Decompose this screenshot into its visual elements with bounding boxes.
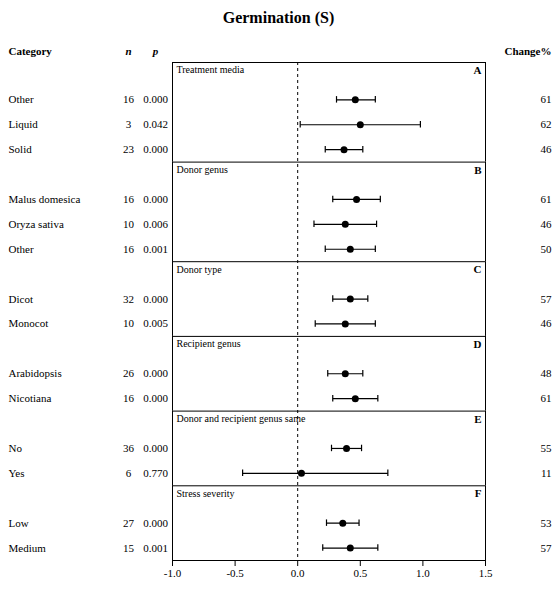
svg-text:0.006: 0.006 (143, 218, 168, 230)
svg-text:10: 10 (123, 317, 135, 329)
svg-text:0.000: 0.000 (143, 517, 168, 529)
svg-text:Donor genus: Donor genus (177, 164, 228, 175)
svg-text:D: D (474, 338, 482, 350)
svg-text:62: 62 (541, 118, 552, 130)
svg-text:0.001: 0.001 (143, 542, 168, 554)
svg-text:p: p (152, 45, 159, 57)
svg-text:57: 57 (541, 293, 553, 305)
svg-text:Arabidopsis: Arabidopsis (9, 367, 62, 379)
svg-text:0.005: 0.005 (143, 317, 168, 329)
svg-text:0.000: 0.000 (143, 392, 168, 404)
svg-text:61: 61 (541, 193, 552, 205)
svg-text:53: 53 (541, 517, 553, 529)
svg-text:3: 3 (126, 118, 132, 130)
svg-text:Recipient genus: Recipient genus (177, 338, 241, 349)
svg-text:Medium: Medium (9, 542, 47, 554)
svg-text:Low: Low (9, 517, 29, 529)
svg-text:0.5: 0.5 (353, 567, 367, 579)
svg-text:16: 16 (123, 392, 135, 404)
svg-text:0.000: 0.000 (143, 193, 168, 205)
svg-text:0.770: 0.770 (143, 467, 168, 479)
svg-text:46: 46 (541, 143, 553, 155)
svg-text:0.001: 0.001 (143, 243, 168, 255)
html-text:Germination (S): Germination (S) (222, 9, 335, 26)
svg-text:Malus domesica: Malus domesica (9, 193, 81, 205)
svg-text:Treatment media: Treatment media (177, 64, 245, 75)
svg-text:Solid: Solid (9, 143, 33, 155)
svg-text:1.5: 1.5 (479, 567, 493, 579)
svg-text:F: F (475, 487, 482, 499)
svg-text:Other: Other (9, 243, 34, 255)
svg-text:-0.5: -0.5 (226, 567, 244, 579)
svg-text:0.000: 0.000 (143, 93, 168, 105)
svg-text:48: 48 (541, 367, 553, 379)
svg-text:10: 10 (123, 218, 135, 230)
svg-text:B: B (474, 164, 482, 176)
svg-text:No: No (9, 442, 23, 454)
svg-text:0.0: 0.0 (291, 567, 305, 579)
svg-text:26: 26 (123, 367, 135, 379)
svg-text:Category: Category (9, 45, 53, 57)
svg-text:1.0: 1.0 (416, 567, 430, 579)
svg-text:0.000: 0.000 (143, 143, 168, 155)
svg-text:Change%: Change% (504, 45, 551, 57)
svg-text:61: 61 (541, 93, 552, 105)
svg-text:46: 46 (541, 317, 553, 329)
svg-text:E: E (474, 413, 481, 425)
svg-text:11: 11 (541, 467, 552, 479)
svg-text:15: 15 (123, 542, 135, 554)
svg-text:16: 16 (123, 243, 135, 255)
svg-text:46: 46 (541, 218, 553, 230)
svg-text:n: n (125, 45, 131, 57)
svg-text:0.000: 0.000 (143, 293, 168, 305)
svg-text:Dicot: Dicot (9, 293, 33, 305)
svg-text:61: 61 (541, 392, 552, 404)
svg-text:32: 32 (123, 293, 134, 305)
svg-text:Liquid: Liquid (9, 118, 39, 130)
svg-text:16: 16 (123, 93, 135, 105)
svg-text:Yes: Yes (9, 467, 25, 479)
svg-text:50: 50 (541, 243, 553, 255)
svg-text:57: 57 (541, 542, 553, 554)
svg-text:Monocot: Monocot (9, 317, 49, 329)
svg-text:0.000: 0.000 (143, 367, 168, 379)
svg-text:Donor and recipient genus same: Donor and recipient genus same (177, 413, 306, 424)
svg-text:Other: Other (9, 93, 34, 105)
svg-text:A: A (474, 64, 482, 76)
svg-text:0.000: 0.000 (143, 442, 168, 454)
svg-text:Donor type: Donor type (177, 264, 223, 275)
svg-text:0.042: 0.042 (143, 118, 168, 130)
svg-text:6: 6 (126, 467, 132, 479)
svg-text:27: 27 (123, 517, 135, 529)
svg-text:16: 16 (123, 193, 135, 205)
svg-text:Nicotiana: Nicotiana (9, 392, 52, 404)
svg-text:Stress severity: Stress severity (177, 488, 235, 499)
svg-text:55: 55 (541, 442, 553, 454)
svg-text:23: 23 (123, 143, 135, 155)
svg-text:36: 36 (123, 442, 135, 454)
svg-text:-1.0: -1.0 (164, 567, 182, 579)
svg-text:C: C (474, 263, 482, 275)
svg-text:Oryza sativa: Oryza sativa (9, 218, 64, 230)
